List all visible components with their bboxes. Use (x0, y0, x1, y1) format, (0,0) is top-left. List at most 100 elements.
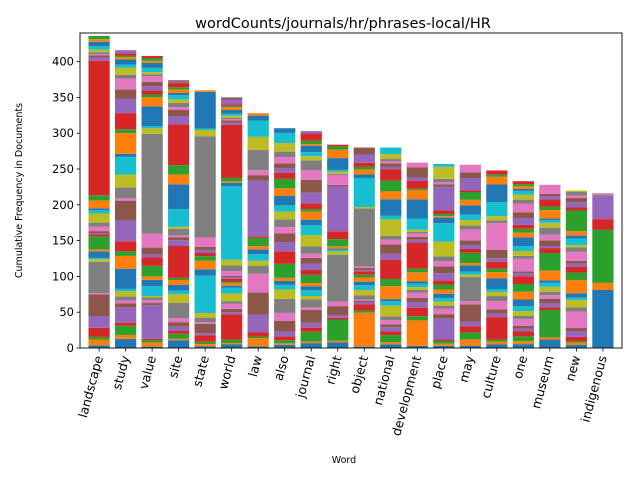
bar-stack-world (221, 97, 243, 348)
bar-segment (221, 271, 243, 276)
bar-segment (486, 258, 508, 262)
bar-segment (274, 331, 296, 337)
bar-segment (194, 136, 216, 238)
bar-segment (433, 289, 455, 294)
bar-stack-development (406, 162, 428, 348)
bar-stack-right (327, 144, 349, 348)
y-axis-label: Cumulative Frequency in Documents (14, 103, 25, 278)
bar-segment (565, 263, 587, 267)
bar-segment (221, 312, 243, 315)
bar-segment (300, 203, 322, 210)
y-tick-label: 200 (52, 198, 74, 212)
bar-segment (406, 316, 428, 321)
bar-segment (194, 260, 216, 270)
bar-segment (565, 191, 587, 196)
bar-segment (168, 99, 190, 103)
bar-segment (353, 295, 375, 300)
bar-segment (88, 213, 110, 223)
bar-segment (300, 296, 322, 300)
bar-segment (194, 129, 216, 137)
bar-segment (592, 196, 614, 220)
bar-segment (115, 57, 137, 60)
bar-segment (512, 218, 534, 225)
bar-segment (115, 74, 137, 79)
bar-segment (115, 67, 137, 75)
bar-segment (592, 193, 614, 195)
bar-segment (353, 301, 375, 303)
bar-segment (565, 245, 587, 248)
bar-segment (512, 344, 534, 348)
bar-segment (380, 324, 402, 328)
bar-segment (565, 235, 587, 239)
bar-segment (380, 199, 402, 216)
bar-segment (512, 291, 534, 300)
bar-segment (512, 237, 534, 247)
bar-segment (88, 35, 110, 40)
bar-segment (274, 277, 296, 281)
bar-segment (300, 322, 322, 328)
x-tick-label: site (165, 354, 185, 380)
bar-segment (88, 54, 110, 56)
bar-segment (247, 120, 269, 137)
bar-segment (300, 263, 322, 271)
bar-segment (168, 95, 190, 100)
bar-segment (247, 113, 269, 116)
bar-segment (565, 238, 587, 246)
bar-segment (353, 177, 375, 207)
bar-segment (115, 200, 137, 221)
bar-stack-site (168, 80, 190, 348)
bar-segment (300, 283, 322, 287)
bar-segment (88, 41, 110, 47)
bar-segment (300, 156, 322, 161)
bar-segment (406, 302, 428, 308)
bar-segment (459, 192, 481, 200)
bar-segment (88, 249, 110, 252)
bar-segment (221, 344, 243, 348)
y-tick-label: 400 (52, 55, 74, 69)
bar-segment (221, 97, 243, 100)
bar-stack-value (141, 55, 163, 348)
bar-segment (115, 156, 137, 175)
bar-segment (194, 333, 216, 336)
bar-segment (194, 91, 216, 129)
bar-segment (486, 174, 508, 177)
bar-segment (406, 320, 428, 346)
bar-segment (380, 259, 402, 280)
bar-segment (141, 97, 163, 107)
bar-segment (512, 246, 534, 252)
bar-segment (221, 308, 243, 313)
bar-segment (539, 196, 561, 200)
bar-segment (406, 283, 428, 288)
bar-segment (512, 336, 534, 342)
bar-segment (565, 341, 587, 343)
bar-segment (512, 186, 534, 189)
bar-segment (300, 219, 322, 226)
bar-segment (512, 199, 534, 204)
bar-segment (433, 301, 455, 306)
bar-stack-may (459, 164, 481, 348)
bar-segment (512, 316, 534, 319)
bar-segment (459, 301, 481, 305)
bar-segment (327, 319, 349, 341)
bar-segment (486, 313, 508, 318)
bar-segment (380, 169, 402, 181)
bar-segment (274, 320, 296, 332)
bars-group (88, 35, 614, 348)
bar-segment (539, 222, 561, 228)
bar-segment (141, 55, 163, 59)
bar-segment (327, 231, 349, 240)
bar-segment (194, 322, 216, 324)
bar-segment (353, 281, 375, 286)
bar-segment (512, 299, 534, 307)
bar-segment (353, 299, 375, 301)
bar-segment (380, 331, 402, 336)
bar-segment (141, 58, 163, 61)
plot-frame (79, 32, 623, 349)
bar-segment (539, 253, 561, 271)
bar-segment (274, 143, 296, 152)
bar-segment (353, 271, 375, 275)
bar-segment (88, 236, 110, 250)
bar-segment (274, 157, 296, 164)
bar-segment (194, 246, 216, 250)
bar-segment (565, 299, 587, 308)
